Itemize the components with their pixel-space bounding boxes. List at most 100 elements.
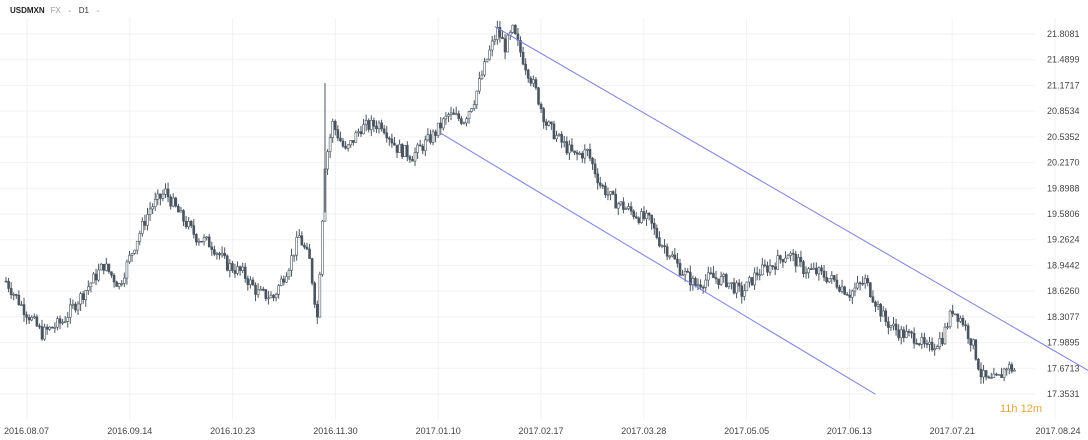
candle (953, 313, 957, 316)
candle-body (526, 69, 530, 79)
y-tick-label: 20.5352 (1047, 132, 1080, 142)
candle (123, 272, 126, 287)
candle (609, 191, 612, 201)
candle (874, 300, 877, 312)
candle (375, 120, 378, 133)
chart-header: USDMXN FX ⌄ D1 ⌄ (10, 3, 101, 17)
candle-body (858, 282, 862, 285)
candle (907, 328, 911, 337)
candle (184, 215, 188, 229)
candle (987, 375, 990, 379)
candle-body (269, 294, 273, 299)
candle-body (349, 140, 353, 146)
candle (292, 254, 296, 262)
candle (331, 118, 335, 143)
candle (462, 121, 466, 125)
candle (426, 128, 430, 142)
candle-body (195, 234, 198, 243)
candle (897, 324, 900, 341)
candle-body (61, 321, 64, 324)
candle (732, 277, 736, 295)
candle-body (277, 285, 280, 295)
candle-body (496, 27, 499, 40)
candle-body (611, 191, 615, 195)
candle (730, 282, 733, 290)
timeframe-label[interactable]: D1 (78, 5, 90, 15)
channel-line[interactable] (440, 132, 876, 395)
market-chevron-icon[interactable]: ⌄ (66, 7, 73, 14)
candle (557, 133, 561, 137)
y-tick-label: 19.2624 (1047, 235, 1080, 245)
candle (665, 243, 669, 261)
candle (313, 281, 317, 308)
candle-body (40, 326, 44, 340)
candle-body (151, 206, 154, 210)
candle (820, 264, 823, 275)
candle-body (732, 282, 736, 294)
candle-body (485, 58, 489, 62)
candle-body (743, 290, 746, 297)
candle (238, 265, 242, 276)
candle-body (673, 254, 677, 260)
candle-body (413, 152, 417, 162)
candle-body (87, 286, 90, 291)
candle (835, 273, 839, 290)
candle (115, 280, 118, 287)
candle-body (905, 331, 908, 338)
candle (454, 106, 458, 116)
candle-body (755, 272, 759, 276)
candle-body (884, 310, 888, 323)
candle-body (920, 337, 924, 345)
candle (773, 262, 777, 276)
symbol-label[interactable]: USDMXN (10, 5, 45, 15)
candle (182, 209, 185, 227)
candle-body (616, 203, 620, 209)
candle (853, 282, 857, 297)
candle-body (573, 150, 576, 153)
candle (472, 100, 476, 111)
candle-body (735, 282, 738, 294)
candle (179, 206, 183, 213)
candle (586, 148, 589, 157)
candle (442, 117, 445, 131)
candle (928, 336, 931, 352)
candle (400, 143, 404, 159)
candle-body (115, 281, 118, 287)
candle-body (928, 341, 931, 345)
candle (4, 277, 8, 283)
candle-body (650, 214, 653, 224)
candle (681, 269, 684, 277)
candle-body (305, 246, 309, 250)
candle (416, 142, 419, 159)
candle (902, 326, 906, 343)
candle-body (640, 211, 643, 223)
candle-body (995, 373, 998, 376)
candle (51, 326, 54, 329)
candle (544, 118, 548, 131)
channel-line[interactable] (494, 26, 1088, 373)
candle-body (478, 78, 481, 92)
candle (30, 315, 34, 322)
y-tick-label: 17.9895 (1047, 338, 1080, 348)
candle (776, 249, 780, 270)
candle-body (297, 235, 301, 238)
timeframe-chevron-icon[interactable]: ⌄ (95, 7, 101, 14)
candle-body (987, 376, 990, 379)
y-tick-label: 20.8534 (1047, 106, 1080, 116)
candle-body (398, 144, 401, 153)
candle-body (71, 303, 75, 306)
candle (673, 248, 677, 260)
candle (174, 196, 178, 208)
candle (933, 343, 936, 356)
candle (701, 285, 705, 294)
candle-body (282, 278, 286, 283)
candle (717, 278, 720, 289)
candle (125, 259, 129, 285)
candle (923, 332, 926, 348)
trend-channel[interactable] (440, 26, 1088, 395)
candle (161, 189, 165, 202)
candle (351, 140, 355, 146)
candle (498, 20, 502, 43)
candle (382, 125, 386, 135)
